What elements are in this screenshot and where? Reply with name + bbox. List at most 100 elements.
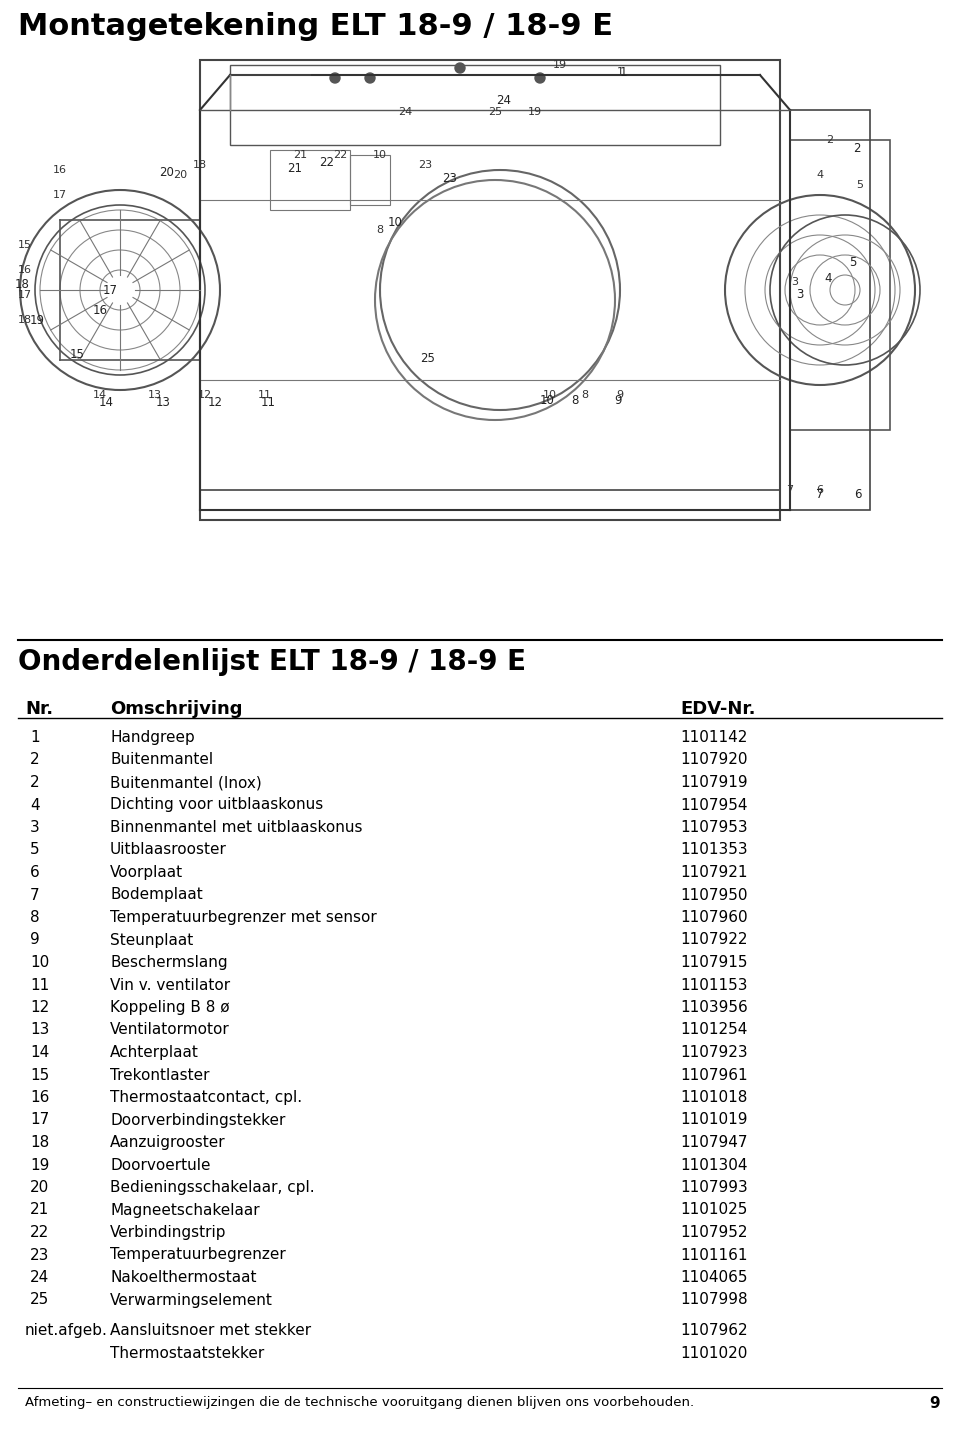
Text: 7: 7 [30, 887, 39, 903]
Text: Montagetekening ELT 18-9 / 18-9 E: Montagetekening ELT 18-9 / 18-9 E [18, 11, 613, 41]
Text: 17: 17 [103, 283, 117, 296]
Text: 3: 3 [30, 820, 39, 836]
Text: 23: 23 [418, 160, 432, 170]
Text: 14: 14 [93, 391, 108, 401]
Text: Trekontlaster: Trekontlaster [110, 1068, 209, 1082]
Text: 1107952: 1107952 [680, 1225, 748, 1241]
Text: Koppeling B 8 ø: Koppeling B 8 ø [110, 1000, 229, 1015]
Text: 10: 10 [543, 391, 557, 401]
Text: 13: 13 [148, 391, 162, 401]
Text: 1101304: 1101304 [680, 1158, 748, 1172]
Text: 8: 8 [582, 391, 588, 401]
Text: 1107954: 1107954 [680, 797, 748, 813]
Bar [790, 140, 890, 429]
Text: 8: 8 [30, 910, 39, 924]
Text: 25: 25 [420, 352, 436, 365]
Text: 11: 11 [260, 395, 276, 408]
Text: 5: 5 [856, 180, 863, 190]
Text: 18: 18 [30, 1135, 49, 1151]
Text: 18: 18 [18, 315, 32, 325]
Text: Doorvoertule: Doorvoertule [110, 1158, 210, 1172]
Text: 5: 5 [30, 843, 39, 857]
Text: 6: 6 [30, 864, 39, 880]
Text: 24: 24 [397, 107, 412, 117]
Text: 4: 4 [825, 272, 831, 285]
Text: 16: 16 [30, 1090, 49, 1105]
Text: 1107919: 1107919 [680, 776, 748, 790]
Text: 22: 22 [30, 1225, 49, 1241]
Text: 20: 20 [173, 170, 187, 180]
Text: 14: 14 [99, 395, 113, 408]
Text: 1101353: 1101353 [680, 843, 748, 857]
Text: 13: 13 [30, 1023, 49, 1037]
Text: 10: 10 [373, 150, 387, 160]
Text: 4: 4 [816, 170, 824, 180]
Text: 1107923: 1107923 [680, 1045, 748, 1060]
Text: 21: 21 [30, 1202, 49, 1218]
Text: 18: 18 [193, 160, 207, 170]
Text: 8: 8 [571, 394, 579, 406]
Text: 7: 7 [816, 488, 824, 501]
Text: Aansluitsnoer met stekker: Aansluitsnoer met stekker [110, 1324, 311, 1338]
Text: 1101254: 1101254 [680, 1023, 748, 1037]
Text: niet.afgeb.: niet.afgeb. [25, 1324, 108, 1338]
Text: 11: 11 [30, 977, 49, 993]
Text: 19: 19 [528, 107, 542, 117]
Text: 22: 22 [333, 150, 348, 160]
Text: 11: 11 [258, 391, 272, 401]
Text: Achterplaat: Achterplaat [110, 1045, 199, 1060]
Text: 1104065: 1104065 [680, 1269, 748, 1285]
Text: 1107998: 1107998 [680, 1292, 748, 1308]
Text: 6: 6 [854, 488, 862, 501]
Text: 19: 19 [30, 1158, 49, 1172]
Text: Dichting voor uitblaaskonus: Dichting voor uitblaaskonus [110, 797, 324, 813]
Text: 7: 7 [786, 485, 794, 495]
Text: Buitenmantel: Buitenmantel [110, 753, 213, 767]
Text: Handgreep: Handgreep [110, 730, 195, 746]
Bar [230, 64, 720, 145]
Text: Nr.: Nr. [25, 700, 53, 718]
Text: EDV-Nr.: EDV-Nr. [680, 700, 756, 718]
Text: 1107915: 1107915 [680, 954, 748, 970]
Text: 1: 1 [619, 66, 627, 79]
Text: Uitblaasrooster: Uitblaasrooster [110, 843, 227, 857]
Text: 16: 16 [92, 303, 108, 316]
Text: Thermostaatstekker: Thermostaatstekker [110, 1345, 264, 1361]
Text: 23: 23 [30, 1248, 49, 1262]
Text: Verbindingstrip: Verbindingstrip [110, 1225, 227, 1241]
Text: 21: 21 [293, 150, 307, 160]
Text: 10: 10 [540, 394, 555, 406]
Text: 10: 10 [30, 954, 49, 970]
Text: Vin v. ventilator: Vin v. ventilator [110, 977, 230, 993]
Bar [200, 489, 780, 519]
Text: 1107962: 1107962 [680, 1324, 748, 1338]
Text: 14: 14 [30, 1045, 49, 1060]
Text: 3: 3 [796, 289, 804, 302]
Circle shape [455, 63, 465, 73]
Text: 1103956: 1103956 [680, 1000, 748, 1015]
Text: 1: 1 [616, 67, 623, 77]
Text: 24: 24 [30, 1269, 49, 1285]
Text: Bodemplaat: Bodemplaat [110, 887, 203, 903]
Text: 1107920: 1107920 [680, 753, 748, 767]
Bar [200, 60, 780, 519]
Bar [790, 110, 870, 509]
Text: Temperatuurbegrenzer: Temperatuurbegrenzer [110, 1248, 286, 1262]
Text: 22: 22 [320, 156, 334, 169]
Text: 9: 9 [614, 394, 622, 406]
Text: 20: 20 [159, 166, 175, 179]
Text: Buitenmantel (Inox): Buitenmantel (Inox) [110, 776, 262, 790]
Text: Verwarmingselement: Verwarmingselement [110, 1292, 273, 1308]
Text: 17: 17 [53, 190, 67, 200]
Text: 18: 18 [14, 279, 30, 292]
Text: 16: 16 [18, 265, 32, 275]
Text: Doorverbindingstekker: Doorverbindingstekker [110, 1112, 285, 1128]
Text: Aanzuigrooster: Aanzuigrooster [110, 1135, 226, 1151]
Text: Binnenmantel met uitblaaskonus: Binnenmantel met uitblaaskonus [110, 820, 363, 836]
Bar [270, 150, 350, 210]
Text: 25: 25 [30, 1292, 49, 1308]
Text: Voorplaat: Voorplaat [110, 864, 183, 880]
Text: 2: 2 [30, 776, 39, 790]
Text: 1107950: 1107950 [680, 887, 748, 903]
Text: 1101161: 1101161 [680, 1248, 748, 1262]
